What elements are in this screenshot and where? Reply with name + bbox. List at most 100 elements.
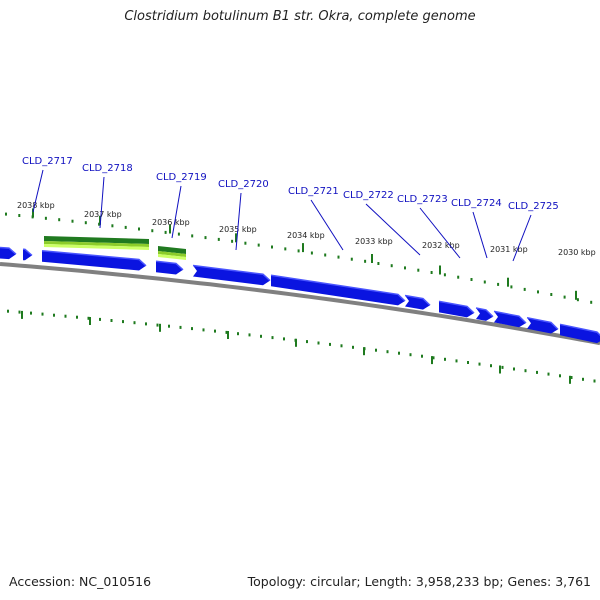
outer-minor-tick xyxy=(257,243,260,247)
outer-major-tick xyxy=(507,277,509,287)
inner-minor-tick xyxy=(513,367,515,371)
outer-minor-tick xyxy=(337,255,340,259)
gene-arrow-group xyxy=(0,246,600,344)
inner-minor-tick xyxy=(191,327,193,331)
gene-arrow-highlight xyxy=(0,246,17,255)
outer-minor-tick xyxy=(430,271,433,274)
outer-minor-tick xyxy=(18,214,21,217)
highlight-bar xyxy=(158,246,186,254)
gene-arrow[interactable] xyxy=(560,324,600,344)
inner-minor-tick xyxy=(455,359,458,363)
outer-minor-tick xyxy=(310,251,313,255)
gene-label[interactable]: CLD_2723 xyxy=(397,194,448,205)
inner-minor-tick xyxy=(225,330,228,334)
outer-minor-tick xyxy=(404,266,406,270)
topology-summary: Topology: circular; Length: 3,958,233 bp… xyxy=(247,574,591,589)
outer-minor-tick xyxy=(5,212,7,216)
inner-minor-tick xyxy=(478,362,481,366)
inner-minor-tick xyxy=(432,356,435,360)
inner-minor-tick xyxy=(110,319,113,322)
inner-minor-tick xyxy=(237,332,239,336)
scale-label: 2038 kbp xyxy=(17,201,55,210)
gene-label[interactable]: CLD_2719 xyxy=(156,172,207,183)
inner-major-tick xyxy=(21,310,23,319)
outer-minor-tick xyxy=(377,262,380,265)
gene-arrow[interactable] xyxy=(405,295,430,310)
outer-major-tick xyxy=(99,215,101,225)
inner-minor-tick xyxy=(202,328,205,332)
gene-arrow[interactable] xyxy=(476,308,493,321)
inner-minor-tick xyxy=(248,333,251,337)
outer-minor-tick xyxy=(204,236,207,240)
inner-minor-tick xyxy=(271,336,274,340)
inner-minor-tick xyxy=(444,357,446,361)
inner-minor-tick xyxy=(524,369,527,373)
outer-minor-tick xyxy=(364,259,367,263)
inner-major-tick xyxy=(363,347,365,356)
outer-minor-tick xyxy=(457,275,460,279)
inner-major-tick xyxy=(89,317,91,325)
outer-major-tick xyxy=(169,224,171,234)
gene-arrow-highlight xyxy=(192,264,271,282)
inner-minor-tick xyxy=(398,351,400,355)
inner-minor-tick xyxy=(122,320,124,324)
gene-arrow[interactable] xyxy=(494,311,526,328)
gene-label[interactable]: CLD_2718 xyxy=(82,163,133,174)
inner-major-tick xyxy=(499,365,501,374)
scale-label: 2036 kbp xyxy=(152,218,190,227)
inner-minor-tick xyxy=(156,323,159,327)
gene-label[interactable]: CLD_2724 xyxy=(451,198,502,209)
outer-minor-tick xyxy=(44,216,47,220)
outer-minor-tick xyxy=(71,219,74,223)
gene-leader-line xyxy=(310,199,344,251)
gene-leader-line xyxy=(235,192,242,251)
gene-leader-line xyxy=(419,207,461,259)
gene-arrow-highlight xyxy=(438,300,475,314)
inner-minor-tick xyxy=(317,341,320,345)
inner-minor-tick xyxy=(87,316,90,320)
genome-backbone xyxy=(0,262,600,346)
inner-minor-tick xyxy=(76,315,78,319)
highlight-bar xyxy=(158,251,186,257)
gene-leader-line xyxy=(99,176,105,229)
inner-minor-tick xyxy=(593,379,596,383)
gene-arrow[interactable] xyxy=(527,317,558,334)
gene-label[interactable]: CLD_2717 xyxy=(22,156,73,167)
outer-major-tick xyxy=(235,233,237,243)
gene-label-group: CLD_2717 CLD_2718 CLD_2719 CLD_2720 CLD_2721… xyxy=(22,156,559,212)
outer-minor-tick xyxy=(191,234,194,238)
gene-label[interactable]: CLD_2721 xyxy=(288,186,339,197)
scale-label: 2030 kbp xyxy=(558,248,596,257)
outer-minor-tick xyxy=(124,225,127,229)
gene-arrow[interactable] xyxy=(23,249,32,261)
gene-leader-line xyxy=(365,203,421,256)
highlight-bar xyxy=(44,241,149,247)
gene-leader-line xyxy=(512,214,532,262)
gene-arrow[interactable] xyxy=(439,301,474,318)
inner-minor-tick xyxy=(306,340,308,344)
outer-minor-tick xyxy=(563,295,566,299)
gene-arrow[interactable] xyxy=(193,265,270,286)
backbone-group xyxy=(0,262,600,346)
gene-arrow[interactable] xyxy=(271,275,405,306)
outer-major-tick xyxy=(575,290,577,300)
gene-arrow[interactable] xyxy=(0,247,16,260)
inner-minor-tick xyxy=(168,324,170,328)
gene-arrow-highlight xyxy=(559,323,600,337)
inner-tick-ring xyxy=(7,309,596,384)
outer-minor-tick xyxy=(483,280,486,284)
inner-major-tick xyxy=(227,331,229,339)
gene-label[interactable]: CLD_2725 xyxy=(508,201,559,212)
inner-minor-tick xyxy=(260,334,262,338)
inner-minor-tick xyxy=(18,310,21,314)
gene-arrow[interactable] xyxy=(42,250,146,271)
gene-leader-line xyxy=(472,211,488,259)
inner-minor-tick xyxy=(179,325,182,329)
outer-minor-tick xyxy=(111,224,114,228)
outer-minor-tick xyxy=(324,253,327,257)
gene-label[interactable]: CLD_2720 xyxy=(218,179,269,190)
inner-minor-tick xyxy=(467,361,469,364)
gene-label[interactable]: CLD_2722 xyxy=(343,190,394,201)
outer-minor-tick xyxy=(138,227,140,231)
